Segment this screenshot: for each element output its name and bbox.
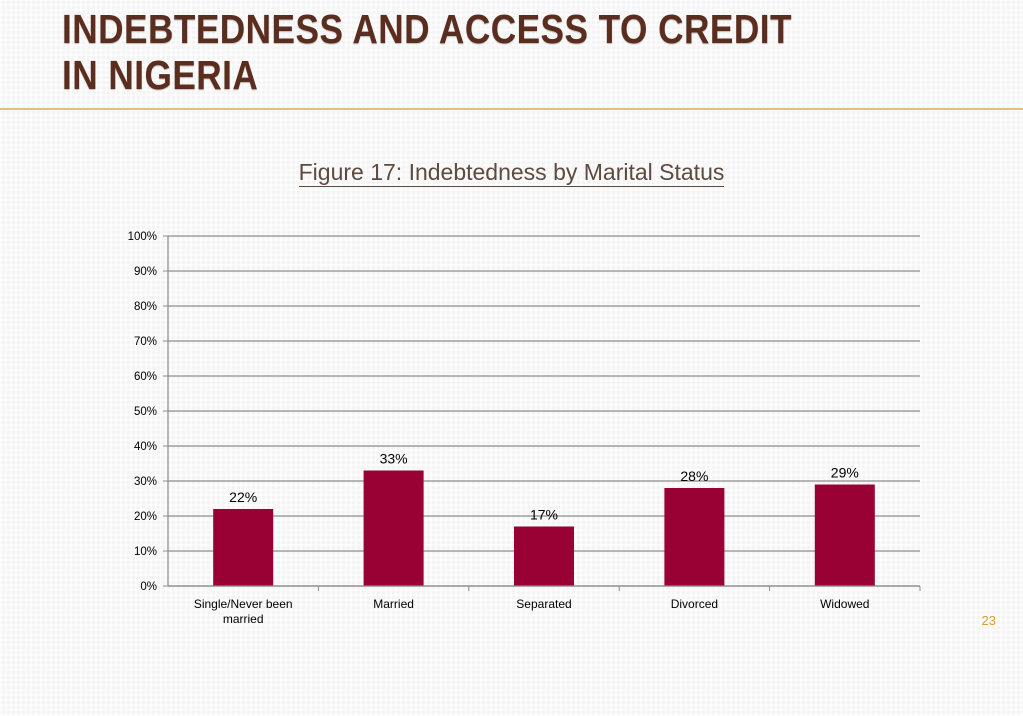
y-tick-label: 90% — [134, 266, 157, 278]
figure-title: Figure 17: Indebtedness by Marital Statu… — [298, 159, 725, 187]
bar — [213, 509, 274, 586]
y-tick-label: 70% — [134, 336, 157, 348]
y-tick-label: 10% — [134, 546, 157, 558]
x-tick-label: married — [223, 612, 264, 626]
data-label: 28% — [680, 468, 708, 484]
bar — [514, 526, 574, 586]
y-tick-label: 50% — [134, 406, 157, 418]
bar — [664, 488, 725, 586]
bar — [814, 484, 875, 586]
y-tick-label: 20% — [134, 511, 157, 523]
page-number: 23 — [981, 613, 996, 628]
x-tick-label: Married — [373, 597, 414, 611]
y-tick-label: 80% — [134, 301, 157, 313]
figure-title-wrap: Figure 17: Indebtedness by Marital Statu… — [0, 159, 1023, 187]
y-tick-label: 60% — [134, 371, 157, 383]
x-tick-label: Separated — [516, 597, 571, 611]
title-divider — [0, 108, 1023, 110]
data-label: 33% — [380, 451, 408, 467]
y-tick-label: 100% — [128, 231, 157, 243]
slide-title: INDEBTEDNESS AND ACCESS TO CREDIT IN NIG… — [62, 6, 792, 98]
x-tick-label: Divorced — [671, 597, 718, 611]
x-tick-label: Widowed — [820, 597, 869, 611]
y-tick-label: 30% — [134, 476, 157, 488]
data-label: 17% — [530, 507, 558, 523]
data-label: 22% — [229, 489, 257, 505]
y-tick-label: 40% — [134, 441, 157, 453]
y-tick-label: 0% — [140, 581, 157, 593]
x-tick-label: Single/Never been — [194, 597, 293, 611]
data-label: 29% — [831, 465, 859, 481]
bar — [363, 470, 424, 586]
